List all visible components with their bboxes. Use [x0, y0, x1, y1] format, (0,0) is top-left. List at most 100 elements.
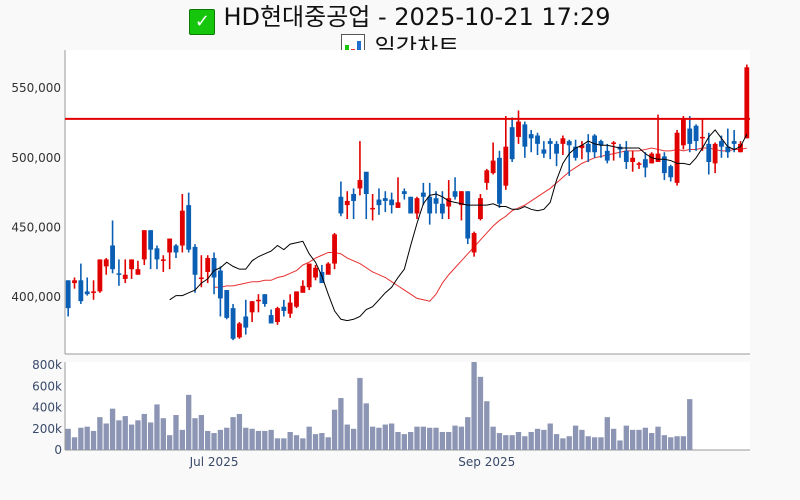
volume-tick-label: 800k	[32, 358, 62, 372]
candle-body	[547, 141, 553, 144]
volume-bar	[522, 436, 528, 450]
volume-bar	[312, 434, 319, 450]
candle-body	[230, 308, 236, 339]
volume-bar	[109, 408, 116, 450]
volume-bar	[629, 429, 636, 450]
volume-bar	[509, 435, 515, 450]
volume-bar	[541, 429, 547, 450]
volume-bar	[617, 440, 623, 450]
candle-body	[541, 149, 547, 154]
candle-body	[585, 143, 591, 153]
candle-body	[668, 166, 674, 178]
volume-bar	[446, 431, 452, 450]
candle-body	[554, 143, 559, 154]
volume-bar	[369, 426, 376, 450]
candle-body	[332, 234, 337, 264]
volume-bar	[452, 425, 458, 450]
candle-body	[363, 171, 369, 194]
candle-body	[287, 302, 293, 314]
candle-body	[122, 274, 128, 279]
volume-bar	[179, 429, 186, 450]
candle-body	[706, 143, 712, 162]
candle-body	[535, 135, 540, 144]
price-tick-label: 550,000	[11, 81, 61, 95]
candle-body	[249, 301, 255, 313]
candle-body	[376, 199, 382, 206]
candle-body	[439, 203, 445, 214]
volume-bar	[674, 436, 680, 450]
candle-body	[693, 125, 699, 142]
volume-tick-label: 400k	[32, 401, 62, 415]
volume-bar	[217, 429, 224, 450]
candle-body	[300, 285, 306, 293]
volume-bar	[604, 417, 610, 450]
volume-bar	[350, 428, 357, 450]
volume-bar	[458, 426, 465, 450]
volume-bar	[687, 399, 693, 450]
candle-body	[110, 245, 115, 270]
volume-plot-area	[65, 362, 750, 450]
volume-bar	[471, 362, 477, 450]
candle-body	[192, 246, 198, 275]
candle-body	[173, 245, 179, 253]
candle-body	[528, 134, 534, 139]
volume-bar	[135, 420, 141, 450]
volume-bar	[427, 427, 433, 450]
volume-bar	[300, 438, 306, 450]
candle-body	[148, 230, 154, 250]
candle-body	[687, 128, 693, 144]
volume-bar	[414, 426, 420, 450]
volume-bar	[515, 431, 522, 450]
volume-bar	[262, 430, 268, 450]
candle-body	[401, 191, 407, 194]
volume-bar	[160, 418, 166, 450]
volume-bar	[388, 423, 395, 450]
candle-body	[294, 291, 299, 307]
date-tick-label: Jul 2025	[189, 455, 239, 469]
volume-bar	[560, 438, 566, 450]
volume-bar	[680, 436, 687, 450]
volume-bar	[408, 431, 414, 450]
candle-body	[198, 277, 204, 280]
candle-body	[91, 291, 96, 293]
candle-body	[420, 192, 426, 197]
candle-body	[275, 308, 280, 323]
candle-body	[719, 141, 724, 147]
volume-bar	[401, 434, 407, 450]
candle-body	[97, 259, 103, 292]
volume-bar	[173, 415, 179, 450]
candle-body	[598, 141, 604, 146]
volume-bar	[147, 422, 154, 450]
candle-body	[738, 143, 743, 153]
candle-body	[205, 258, 211, 272]
candle-body	[490, 160, 496, 174]
candle-body	[186, 205, 192, 250]
candle-body	[478, 198, 483, 220]
candle-body	[465, 191, 471, 239]
candle-body	[84, 291, 90, 295]
candle-body	[395, 202, 401, 208]
price-plot-area	[65, 50, 750, 354]
candle-body	[744, 67, 750, 139]
volume-bar	[636, 429, 642, 450]
candle-body	[611, 142, 617, 144]
volume-bar	[528, 431, 534, 450]
volume-bar	[344, 424, 350, 450]
candle-body	[623, 150, 629, 162]
candle-body	[78, 280, 84, 302]
volume-bar	[236, 413, 243, 450]
volume-bar	[116, 420, 122, 450]
volume-bar	[433, 427, 439, 450]
candle-body	[268, 315, 274, 324]
candle-body	[313, 267, 318, 278]
candle-body	[344, 200, 350, 206]
volume-bar	[154, 404, 160, 450]
chart-title: ✓ HD현대중공업 - 2025-10-21 17:29	[0, 0, 800, 35]
volume-bar	[128, 424, 135, 450]
volume-bar	[610, 428, 617, 450]
candle-body	[179, 210, 185, 246]
candle-body	[357, 180, 363, 189]
volume-bar	[579, 429, 585, 450]
candle-body	[65, 280, 71, 309]
